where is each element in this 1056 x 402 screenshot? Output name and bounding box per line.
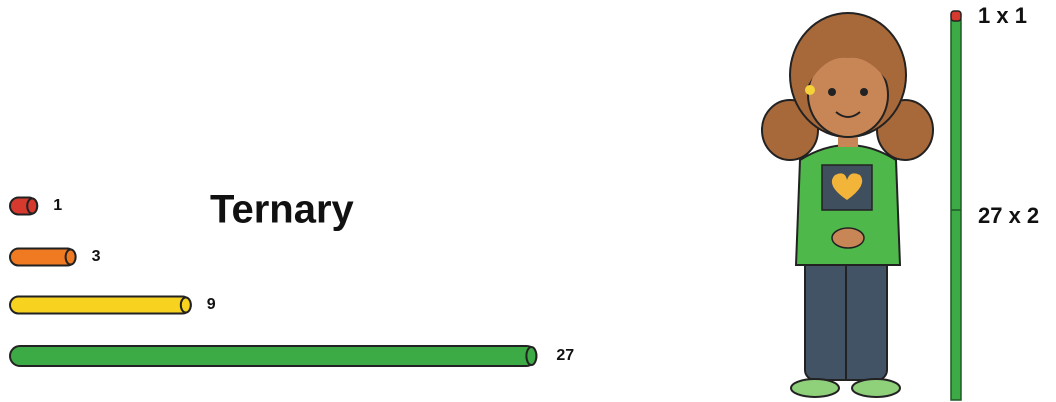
rod-label: 27 bbox=[556, 347, 574, 364]
page: Ternary 1 x 1 27 x 2 13927 (() => { cons… bbox=[0, 0, 1056, 402]
rod-label: 1 bbox=[53, 197, 62, 214]
stick-red bbox=[951, 11, 961, 21]
rod-label: 9 bbox=[207, 296, 216, 313]
diagram: Ternary 1 x 1 27 x 2 1 3 9 27 bbox=[0, 0, 1056, 402]
rod-end bbox=[526, 347, 536, 365]
vertical-stick bbox=[951, 11, 961, 400]
rod-end bbox=[181, 298, 191, 313]
rod-end bbox=[66, 250, 76, 265]
girl bbox=[762, 13, 933, 397]
stick-label: 27 x 2 bbox=[978, 203, 1039, 228]
stick-label: 1 x 1 bbox=[978, 3, 1027, 28]
rod-label: 3 bbox=[92, 248, 101, 265]
rod bbox=[10, 297, 191, 314]
rod-end bbox=[27, 199, 37, 214]
rod bbox=[10, 346, 536, 366]
title: Ternary bbox=[210, 188, 355, 232]
